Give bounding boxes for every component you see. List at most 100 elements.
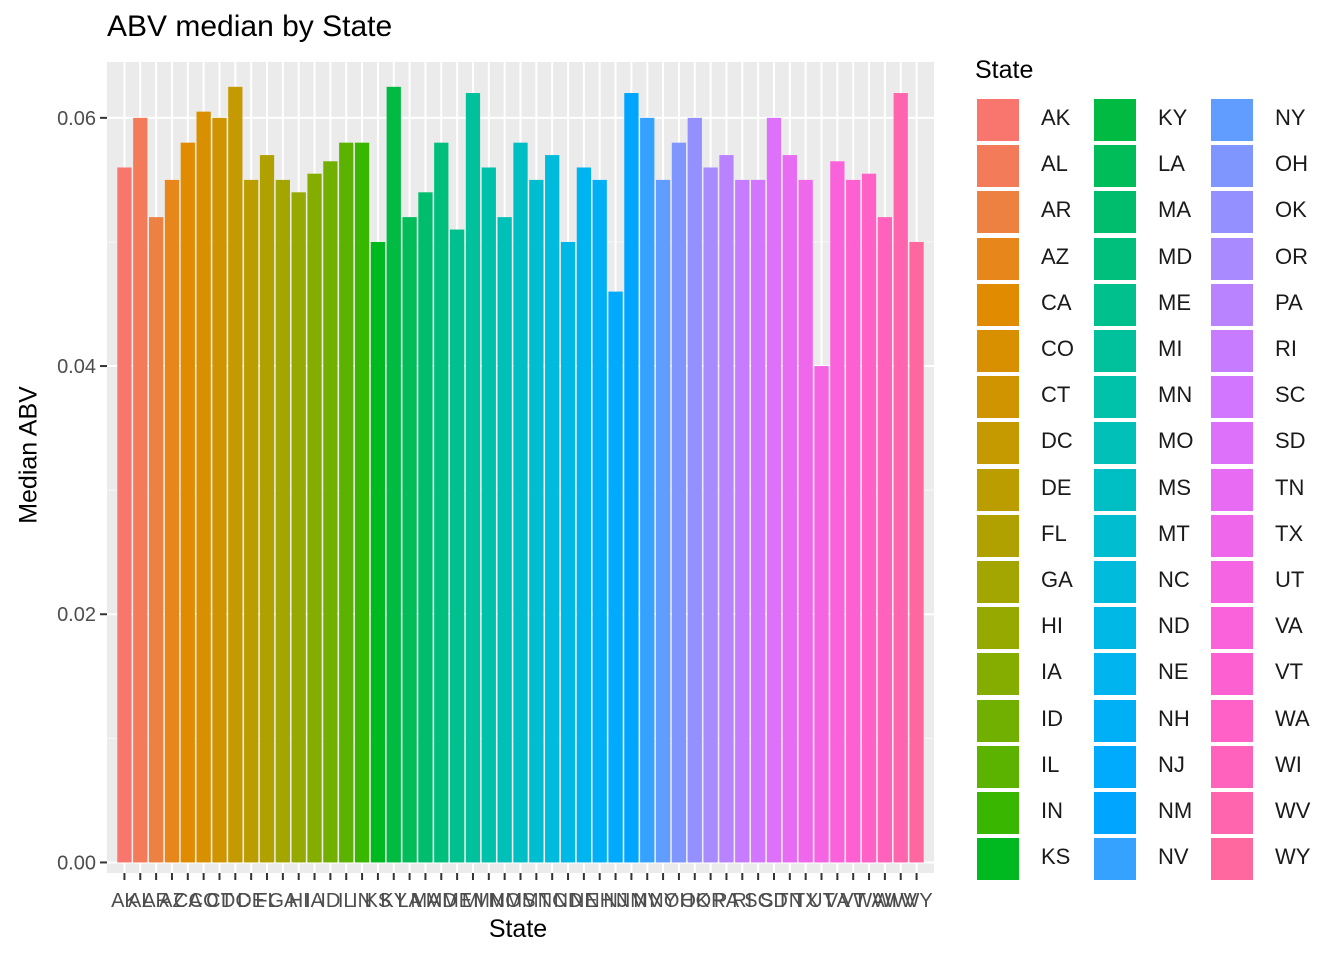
legend-item-hi: HI: [975, 605, 1085, 651]
legend-key: [1094, 699, 1136, 742]
x-tick-label: IA: [305, 890, 325, 912]
legend-key: [1094, 514, 1136, 557]
bar-wy: [909, 241, 924, 863]
bar-in: [354, 142, 370, 863]
legend-label: NH: [1158, 705, 1190, 731]
y-tick-label: 0.06: [57, 108, 96, 130]
y-tick-label: 0.04: [57, 356, 96, 378]
bar-vt: [846, 179, 861, 863]
x-tick-label: MN: [473, 890, 504, 912]
bar-dc: [228, 86, 243, 863]
bar-ct: [212, 117, 227, 863]
legend-label: CO: [1041, 336, 1074, 361]
legend-key: [977, 607, 1019, 650]
legend-key: [1211, 514, 1253, 557]
y-tick-label: 0.02: [57, 604, 96, 626]
legend-label: OK: [1275, 197, 1307, 223]
legend-label: WA: [1275, 705, 1310, 731]
legend-key: [1211, 99, 1253, 141]
legend-key: [1211, 653, 1253, 696]
x-tick-label: SC: [744, 890, 772, 912]
legend-item-tx: TX: [1209, 513, 1319, 559]
legend-key: [1094, 422, 1136, 465]
legend-key: [1211, 607, 1253, 650]
x-tick-label: AZ: [159, 890, 185, 912]
legend-item-ga: GA: [975, 559, 1085, 605]
bar-ma: [418, 192, 433, 863]
legend-label: ME: [1158, 289, 1191, 315]
bar-tn: [782, 155, 797, 863]
x-tick-label: SD: [760, 890, 788, 912]
legend-label: HI: [1041, 613, 1063, 639]
legend-label: MO: [1158, 428, 1194, 454]
x-tick-label: MT: [522, 890, 551, 912]
x-tick-label: VA: [825, 890, 851, 912]
x-tick-label: AL: [128, 890, 152, 912]
legend-item-la: LA: [1092, 143, 1202, 189]
chart-title: ABV median by State: [107, 10, 393, 43]
x-tick-label: MA: [410, 890, 441, 912]
legend-label: UT: [1275, 567, 1305, 592]
legend-key: [1094, 653, 1136, 696]
legend-item-nh: NH: [1092, 698, 1202, 744]
legend-label: NM: [1158, 798, 1193, 823]
legend-key: [1211, 792, 1253, 834]
bar-tx: [798, 179, 813, 863]
legend-key: [977, 376, 1019, 419]
legend-key: [1211, 561, 1253, 603]
legend-key: [977, 699, 1019, 742]
legend-key: [1211, 468, 1253, 511]
x-tick-label: NE: [570, 890, 598, 912]
x-tick-label: ND: [554, 890, 583, 912]
x-tick-label: MI: [462, 890, 484, 912]
x-tick-label: AR: [142, 890, 170, 912]
legend-label: NE: [1158, 659, 1189, 685]
legend-item-wy: WY: [1209, 836, 1319, 882]
legend-item-ok: OK: [1209, 189, 1319, 235]
bar-nh: [592, 179, 607, 863]
legend-item-ms: MS: [1092, 467, 1202, 513]
legend-key: [977, 792, 1019, 834]
bar-nd: [560, 241, 576, 863]
legend-key: [1094, 792, 1136, 834]
legend-key: [1094, 838, 1136, 881]
x-tick-label: NH: [585, 890, 614, 912]
bar-co: [196, 111, 211, 863]
legend-item-sd: SD: [1209, 420, 1319, 466]
x-axis-title: State: [488, 915, 548, 943]
legend-label: AK: [1041, 105, 1071, 130]
x-tick-label: TN: [776, 890, 803, 912]
x-tick-label: PA: [714, 890, 740, 912]
x-tick-label: OR: [696, 890, 726, 912]
bar-sc: [751, 179, 766, 863]
legend-item-ut: UT: [1209, 559, 1319, 605]
legend-key: [1094, 607, 1136, 650]
x-tick-label: NJ: [603, 890, 627, 912]
y-axis: 0.00 0.02 0.04 0.06: [57, 108, 107, 874]
legend-key: [977, 145, 1019, 188]
legend-label: FL: [1041, 520, 1067, 546]
legend-item-ct: CT: [975, 374, 1085, 420]
bar-ak: [117, 167, 132, 863]
bar-ky: [386, 86, 401, 863]
legend-label: MI: [1158, 336, 1183, 361]
legend-key: [977, 745, 1019, 788]
legend-key: [1211, 330, 1253, 372]
legend-key: [1211, 283, 1253, 326]
bar-nj: [608, 291, 623, 863]
legend-label: AR: [1041, 197, 1072, 223]
x-tick-label: UT: [808, 890, 835, 912]
legend-item-mt: MT: [1092, 513, 1202, 559]
bar-ut: [814, 366, 829, 863]
legend-item-fl: FL: [975, 513, 1085, 559]
legend-label: SD: [1275, 428, 1306, 454]
legend-item-in: IN: [975, 790, 1085, 836]
bar-ny: [655, 179, 671, 863]
legend-key: [1094, 561, 1136, 603]
bar-me: [449, 229, 465, 863]
legend-item-tn: TN: [1209, 467, 1319, 513]
legend-label: CT: [1041, 382, 1071, 408]
legend-label: NC: [1158, 567, 1190, 592]
legend-key: [1094, 191, 1136, 234]
bar-ia: [307, 173, 322, 863]
